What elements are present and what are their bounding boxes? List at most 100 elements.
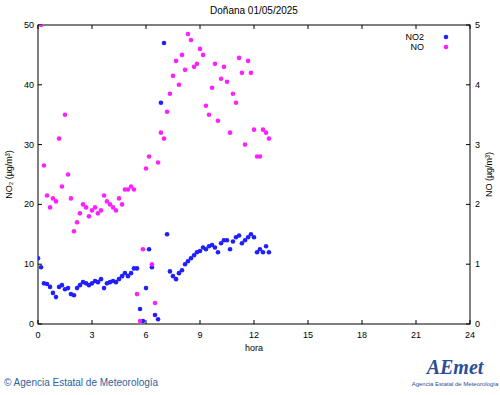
data-point bbox=[177, 83, 182, 88]
legend-label: NO bbox=[411, 42, 425, 52]
x-tick-top bbox=[146, 25, 147, 29]
data-point bbox=[249, 71, 254, 76]
data-point bbox=[138, 307, 143, 312]
data-point bbox=[114, 208, 119, 213]
logo-subtitle: Agencia Estatal de Meteorología bbox=[412, 381, 499, 387]
y2-tick bbox=[466, 204, 470, 205]
y-axis-label: NO₂ (µg/m³) bbox=[4, 150, 14, 199]
data-point bbox=[243, 142, 248, 147]
data-point bbox=[120, 202, 125, 207]
data-point bbox=[66, 286, 71, 291]
data-point bbox=[267, 250, 272, 255]
data-point bbox=[198, 47, 203, 52]
data-point bbox=[219, 77, 224, 82]
source-text: © Agencia Estatal de Meteorología bbox=[4, 377, 159, 388]
data-point bbox=[252, 235, 257, 240]
x-tick-label: 6 bbox=[143, 330, 148, 340]
x-tick-top bbox=[92, 25, 93, 29]
data-layer bbox=[38, 25, 271, 323]
data-point bbox=[156, 160, 161, 165]
x-tick-top bbox=[254, 25, 255, 29]
legend-key bbox=[444, 35, 449, 40]
data-point bbox=[258, 154, 263, 159]
data-point bbox=[117, 196, 122, 201]
data-point bbox=[195, 62, 200, 67]
y-tick-label: 50 bbox=[24, 20, 34, 30]
y-tick-label: 20 bbox=[24, 199, 34, 209]
data-point bbox=[213, 245, 218, 250]
data-point bbox=[54, 199, 59, 204]
data-point bbox=[216, 250, 221, 255]
data-point bbox=[60, 184, 65, 189]
data-point bbox=[180, 268, 185, 273]
data-point bbox=[144, 166, 149, 171]
data-point bbox=[99, 277, 104, 282]
data-point bbox=[228, 247, 233, 252]
y2-tick-label: 3 bbox=[475, 140, 480, 150]
x-tick bbox=[362, 320, 363, 324]
chart: Doñana 01/05/202503691215182124010203040… bbox=[0, 0, 500, 395]
y2-tick-label: 2 bbox=[475, 199, 480, 209]
data-point bbox=[252, 127, 257, 132]
y2-tick bbox=[466, 264, 470, 265]
y-tick-label: 0 bbox=[29, 319, 34, 329]
data-point bbox=[135, 292, 140, 297]
x-tick-label: 21 bbox=[411, 330, 421, 340]
data-point bbox=[84, 205, 89, 210]
y2-tick-label: 1 bbox=[475, 259, 480, 269]
data-point bbox=[48, 205, 53, 210]
y-tick bbox=[38, 324, 42, 325]
title: Doñana 01/05/2025 bbox=[210, 5, 298, 16]
data-point bbox=[246, 59, 251, 64]
legend-label: NO2 bbox=[405, 32, 424, 42]
x-tick bbox=[254, 320, 255, 324]
x-tick bbox=[38, 320, 39, 324]
x-tick-label: 15 bbox=[303, 330, 313, 340]
x-tick-top bbox=[308, 25, 309, 29]
data-point bbox=[147, 247, 152, 252]
data-point bbox=[153, 313, 158, 318]
data-point bbox=[231, 91, 236, 96]
background bbox=[0, 0, 500, 395]
y2-tick-label: 5 bbox=[475, 20, 480, 30]
x-tick bbox=[146, 320, 147, 324]
data-point bbox=[45, 193, 50, 198]
data-point bbox=[78, 211, 83, 216]
data-point bbox=[267, 136, 272, 141]
data-point bbox=[162, 136, 167, 141]
data-point bbox=[69, 196, 74, 201]
x-tick-label: 12 bbox=[249, 330, 259, 340]
data-point bbox=[54, 295, 59, 300]
data-point bbox=[99, 208, 104, 213]
data-point bbox=[72, 293, 77, 298]
data-point bbox=[39, 25, 44, 27]
y-tick bbox=[38, 144, 42, 145]
data-point bbox=[153, 301, 158, 306]
data-point bbox=[171, 74, 176, 79]
data-point bbox=[225, 80, 230, 85]
data-point bbox=[225, 238, 230, 243]
y2-tick bbox=[466, 25, 470, 26]
data-point bbox=[159, 130, 164, 135]
data-point bbox=[144, 286, 149, 291]
data-point bbox=[183, 68, 188, 73]
data-point bbox=[51, 291, 56, 296]
data-point bbox=[93, 205, 98, 210]
x-tick-label: 0 bbox=[35, 330, 40, 340]
data-point bbox=[102, 286, 107, 291]
data-point bbox=[48, 285, 53, 290]
data-point bbox=[165, 109, 170, 114]
data-point bbox=[168, 269, 173, 274]
data-point bbox=[39, 265, 44, 270]
data-point bbox=[198, 249, 203, 254]
data-point bbox=[129, 271, 134, 276]
data-point bbox=[231, 239, 236, 244]
data-point bbox=[213, 62, 218, 67]
data-point bbox=[38, 256, 40, 261]
data-point bbox=[87, 214, 92, 219]
plot-frame bbox=[38, 25, 470, 324]
logo: AEmet bbox=[425, 356, 485, 378]
legend-key bbox=[444, 45, 449, 50]
x-tick bbox=[416, 320, 417, 324]
data-point bbox=[240, 71, 245, 76]
